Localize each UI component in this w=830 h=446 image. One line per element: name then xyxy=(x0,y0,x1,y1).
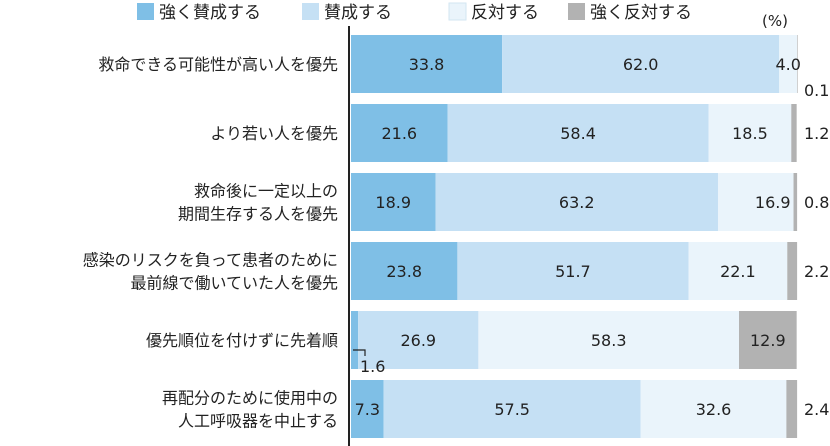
category-label: 再配分のために使用中の xyxy=(162,389,338,408)
bar-segment xyxy=(786,380,798,438)
bar-segment xyxy=(351,104,448,162)
bar-segment xyxy=(447,104,709,162)
bar-segment xyxy=(640,380,787,438)
bar-segment xyxy=(797,35,798,93)
bar-segment xyxy=(351,242,458,300)
category-label: 優先順位を付けずに先着順 xyxy=(146,331,338,350)
bar-segment xyxy=(791,104,797,162)
legend-label: 賛成する xyxy=(324,3,392,23)
bar-segment xyxy=(708,104,792,162)
data-label: 32.6 xyxy=(696,400,732,419)
bar-segment xyxy=(502,35,780,93)
bar-segment xyxy=(688,242,788,300)
legend-swatch xyxy=(448,2,467,21)
bar-segment xyxy=(351,173,436,231)
data-label: 26.9 xyxy=(400,331,436,350)
bar-segment xyxy=(793,173,798,231)
legend-swatch xyxy=(568,3,585,20)
bar-segment xyxy=(779,35,798,93)
legend-label: 強く賛成する xyxy=(159,3,261,23)
bars xyxy=(351,35,798,438)
unit-label: (%) xyxy=(762,12,788,30)
data-label: 7.3 xyxy=(355,400,380,419)
bar-segment xyxy=(351,380,384,438)
legend-label: 反対する xyxy=(471,3,539,23)
bar-segment xyxy=(351,311,359,369)
data-label: 18.9 xyxy=(375,193,411,212)
bar-segment xyxy=(457,242,689,300)
data-label: 18.5 xyxy=(732,124,768,143)
data-label: 0.1 xyxy=(804,81,829,100)
legend-swatch xyxy=(302,3,319,20)
legend-label: 強く反対する xyxy=(590,3,692,23)
data-label: 22.1 xyxy=(720,262,756,281)
bar-segment xyxy=(383,380,641,438)
data-label: 12.9 xyxy=(750,331,786,350)
category-label: 期間生存する人を優先 xyxy=(178,205,338,224)
category-label: 救命できる可能性が高い人を優先 xyxy=(98,55,338,74)
data-label: 62.0 xyxy=(623,55,659,74)
bar-segment xyxy=(787,242,798,300)
data-label: 4.0 xyxy=(775,55,800,74)
category-label: より若い人を優先 xyxy=(210,124,338,143)
category-label: 救命後に一定以上の xyxy=(194,182,338,201)
data-label: 51.7 xyxy=(555,262,591,281)
category-labels: 救命できる可能性が高い人を優先より若い人を優先救命後に一定以上の期間生存する人を… xyxy=(83,55,338,431)
bar-segment xyxy=(738,311,797,369)
data-label: 58.3 xyxy=(591,331,627,350)
data-label: 16.9 xyxy=(755,193,791,212)
bar-segment xyxy=(351,35,503,93)
bar-segment xyxy=(435,173,718,231)
data-label: 58.4 xyxy=(560,124,596,143)
legend-swatch xyxy=(137,3,154,20)
data-label: 63.2 xyxy=(559,193,595,212)
bar-segment xyxy=(358,311,479,369)
data-label: 33.8 xyxy=(409,55,445,74)
category-label: 最前線で働いていた人を優先 xyxy=(130,274,338,293)
data-label: 1.2 xyxy=(804,124,829,143)
data-label: 1.6 xyxy=(360,357,385,376)
category-label: 人工呼吸器を中止する xyxy=(178,412,338,431)
bar-segment xyxy=(717,173,794,231)
bar-segment xyxy=(478,311,739,369)
data-label: 2.4 xyxy=(804,400,829,419)
value-labels: 33.8 62.0 4.00.1 21.6 58.4 18.5 1.2 18.9 63.2 16.… xyxy=(353,55,829,419)
legend: 強く賛成する 賛成する 反対する 強く反対する xyxy=(137,2,692,23)
callout-line xyxy=(353,349,366,356)
category-label: 感染のリスクを負って患者のために xyxy=(83,251,338,270)
data-label: 2.2 xyxy=(804,262,829,281)
data-label: 21.6 xyxy=(381,124,417,143)
data-label: 0.8 xyxy=(804,193,829,212)
data-label: 23.8 xyxy=(386,262,422,281)
data-label: 57.5 xyxy=(494,400,530,419)
